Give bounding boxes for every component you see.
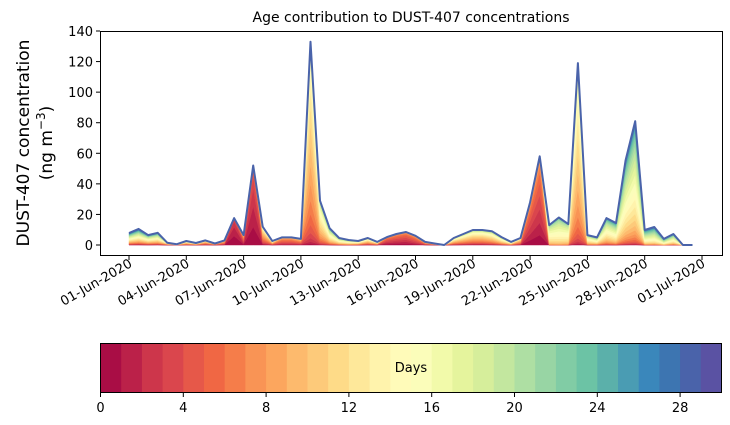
- colorbar-tick-label: 20: [506, 401, 523, 416]
- x-axis-ticks: 01-Jun-202004-Jun-202007-Jun-202010-Jun-…: [58, 256, 708, 309]
- colorbar-swatch-day-27: [659, 343, 681, 393]
- age-layer-day-22: [128, 41, 693, 246]
- colorbar-swatch-day-9: [286, 343, 308, 393]
- age-layer-day-17: [128, 46, 693, 246]
- colorbar-tick-label: 8: [262, 401, 270, 416]
- colorbar-swatch-day-4: [183, 343, 205, 393]
- colorbar-swatch-day-17: [452, 343, 474, 393]
- colorbar-swatch-day-3: [162, 343, 184, 393]
- y-axis-label-line1: DUST-407 concentration: [14, 40, 34, 247]
- y-axis-label: DUST-407 concentration (ng m−3): [14, 40, 57, 247]
- colorbar-swatch-day-7: [245, 343, 267, 393]
- colorbar-swatch-day-11: [328, 343, 350, 393]
- age-layer-day-15: [128, 55, 693, 246]
- y-tick-label: 80: [76, 117, 93, 132]
- colorbar-label: Days: [395, 361, 428, 376]
- age-layer-day-24: [128, 41, 693, 246]
- colorbar-swatch-day-22: [555, 343, 578, 393]
- colorbar-tick-label: 0: [96, 401, 104, 416]
- plot-frame: [100, 31, 723, 256]
- y-axis-label-line2: (ng m−3): [34, 106, 57, 181]
- colorbar-swatch-day-2: [141, 343, 164, 393]
- colorbar-swatch-day-15: [411, 343, 433, 393]
- colorbar-swatch-day-1: [121, 343, 143, 393]
- colorbar-swatch-day-10: [307, 343, 329, 393]
- colorbar-swatch-day-18: [473, 343, 495, 393]
- colorbar-swatch-day-23: [576, 343, 598, 393]
- age-layer-day-28: [128, 41, 693, 246]
- colorbar-tick-label: 24: [589, 401, 606, 416]
- y-unit: (ng m: [37, 130, 57, 180]
- colorbar-swatch-day-19: [493, 343, 515, 393]
- colorbar-swatch-day-21: [535, 343, 557, 393]
- age-layer-day-14: [128, 63, 693, 246]
- y-tick-label: 120: [68, 56, 93, 71]
- colorbar-swatch-day-20: [514, 343, 536, 393]
- age-layer-day-16: [128, 49, 693, 246]
- y-tick-label: 0: [85, 239, 93, 254]
- colorbar-frame: [100, 343, 722, 393]
- colorbar-tick-label: 28: [672, 401, 689, 416]
- age-layer-day-19: [128, 42, 693, 246]
- colorbar-swatch-day-14: [390, 343, 412, 393]
- y-tick-label: 60: [76, 147, 93, 162]
- colorbar-swatch-day-5: [204, 343, 226, 393]
- colorbar-tick-label: 4: [179, 401, 187, 416]
- age-layer-day-23: [128, 41, 693, 246]
- age-layer-day-26: [128, 41, 693, 246]
- colorbar-swatch-day-28: [680, 343, 702, 393]
- age-layer-day-27: [128, 41, 693, 246]
- colorbar-ticks: 0 4 8 12 16 20 24 28: [96, 393, 688, 416]
- colorbar-swatch-day-6: [224, 343, 246, 393]
- y-tick-label: 100: [68, 86, 93, 101]
- colorbar-tick-label: 16: [423, 401, 440, 416]
- stacked-age-layers: [128, 41, 693, 246]
- colorbar-swatch-day-25: [618, 343, 640, 393]
- colorbar-swatch-day-26: [638, 343, 660, 393]
- colorbar-swatch-day-0: [100, 343, 122, 393]
- colorbar-tick-label: 12: [341, 401, 358, 416]
- chart-title: Age contribution to DUST-407 concentrati…: [253, 10, 570, 26]
- age-layer-day-25: [128, 41, 693, 246]
- colorbar-swatch-day-24: [597, 343, 619, 393]
- age-layer-day-20: [128, 42, 693, 246]
- colorbar-swatch-day-29: [700, 343, 722, 393]
- colorbar-swatch-day-8: [266, 343, 288, 393]
- colorbar-swatch-day-16: [431, 343, 453, 393]
- age-layer-day-29: [128, 41, 693, 246]
- age-layer-day-21: [128, 41, 693, 246]
- y-tick-label: 40: [76, 178, 93, 193]
- y-tick-label: 140: [68, 25, 93, 40]
- colorbar-swatch-day-13: [369, 343, 391, 393]
- age-layer-day-18: [128, 44, 693, 246]
- y-unit-close: ): [37, 106, 57, 113]
- colorbar: [100, 343, 722, 393]
- y-tick-label: 20: [76, 208, 93, 223]
- y-unit-exponent: −3: [34, 112, 48, 130]
- y-axis-ticks: 0 20 40 60 80 100 120 140: [68, 25, 100, 254]
- colorbar-swatch-day-12: [348, 343, 371, 393]
- total-concentration-line: [128, 40, 693, 246]
